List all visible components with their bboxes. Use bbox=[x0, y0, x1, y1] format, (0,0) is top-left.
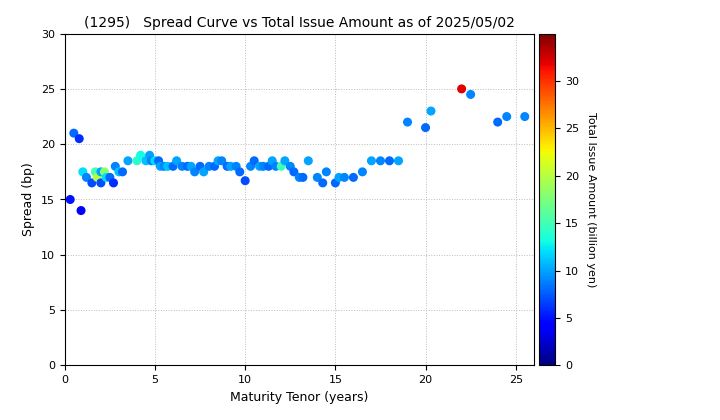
Point bbox=[73, 135, 85, 142]
Point bbox=[330, 179, 341, 186]
Point bbox=[144, 152, 156, 159]
Point bbox=[185, 163, 197, 170]
Point bbox=[501, 113, 513, 120]
Point bbox=[374, 158, 386, 164]
Point bbox=[203, 163, 215, 170]
Point bbox=[302, 158, 314, 164]
Point bbox=[212, 158, 224, 164]
Point bbox=[104, 174, 116, 181]
Point bbox=[176, 163, 188, 170]
Point bbox=[234, 168, 246, 175]
Point bbox=[356, 168, 368, 175]
Point bbox=[209, 163, 220, 170]
Point bbox=[258, 163, 269, 170]
Point bbox=[95, 179, 107, 186]
X-axis label: Maturity Tenor (years): Maturity Tenor (years) bbox=[230, 391, 369, 404]
Point bbox=[153, 158, 164, 164]
Point bbox=[270, 163, 282, 170]
Point bbox=[140, 158, 152, 164]
Point bbox=[198, 168, 210, 175]
Point bbox=[167, 163, 179, 170]
Point bbox=[248, 158, 260, 164]
Point bbox=[99, 168, 110, 175]
Point bbox=[189, 168, 200, 175]
Point bbox=[240, 177, 251, 184]
Point bbox=[420, 124, 431, 131]
Point bbox=[366, 158, 377, 164]
Point bbox=[108, 179, 120, 186]
Point bbox=[77, 168, 89, 175]
Y-axis label: Spread (bp): Spread (bp) bbox=[22, 163, 35, 236]
Point bbox=[145, 158, 157, 164]
Point bbox=[91, 174, 103, 181]
Point bbox=[68, 130, 80, 136]
Point bbox=[297, 174, 309, 181]
Y-axis label: Total Issue Amount (billion yen): Total Issue Amount (billion yen) bbox=[586, 112, 596, 287]
Point bbox=[230, 163, 242, 170]
Point bbox=[86, 179, 98, 186]
Point bbox=[392, 158, 404, 164]
Point bbox=[266, 158, 278, 164]
Point bbox=[109, 163, 121, 170]
Point bbox=[263, 163, 274, 170]
Point bbox=[276, 163, 287, 170]
Point bbox=[90, 168, 102, 175]
Point bbox=[158, 163, 170, 170]
Point bbox=[284, 163, 296, 170]
Point bbox=[122, 158, 134, 164]
Point bbox=[279, 158, 291, 164]
Point bbox=[81, 174, 92, 181]
Point bbox=[194, 163, 206, 170]
Point bbox=[426, 108, 437, 114]
Point bbox=[181, 163, 193, 170]
Point bbox=[519, 113, 531, 120]
Point bbox=[216, 158, 228, 164]
Point bbox=[101, 174, 112, 181]
Point bbox=[221, 163, 233, 170]
Point bbox=[149, 158, 161, 164]
Point bbox=[113, 168, 125, 175]
Point bbox=[317, 179, 328, 186]
Point bbox=[131, 158, 143, 164]
Point bbox=[338, 174, 350, 181]
Point bbox=[333, 174, 345, 181]
Point bbox=[348, 174, 359, 181]
Point bbox=[135, 152, 146, 159]
Point bbox=[492, 119, 503, 126]
Point bbox=[117, 168, 128, 175]
Point bbox=[95, 168, 107, 175]
Point bbox=[294, 174, 305, 181]
Point bbox=[456, 86, 467, 92]
Point bbox=[254, 163, 266, 170]
Point bbox=[465, 91, 477, 98]
Point bbox=[402, 119, 413, 126]
Point bbox=[171, 158, 182, 164]
Point bbox=[155, 163, 166, 170]
Point bbox=[288, 168, 300, 175]
Point bbox=[162, 163, 174, 170]
Point bbox=[320, 168, 332, 175]
Point bbox=[312, 174, 323, 181]
Point bbox=[65, 196, 76, 203]
Point bbox=[76, 207, 87, 214]
Point bbox=[225, 163, 236, 170]
Point bbox=[384, 158, 395, 164]
Point bbox=[245, 163, 256, 170]
Title: (1295)   Spread Curve vs Total Issue Amount as of 2025/05/02: (1295) Spread Curve vs Total Issue Amoun… bbox=[84, 16, 515, 30]
